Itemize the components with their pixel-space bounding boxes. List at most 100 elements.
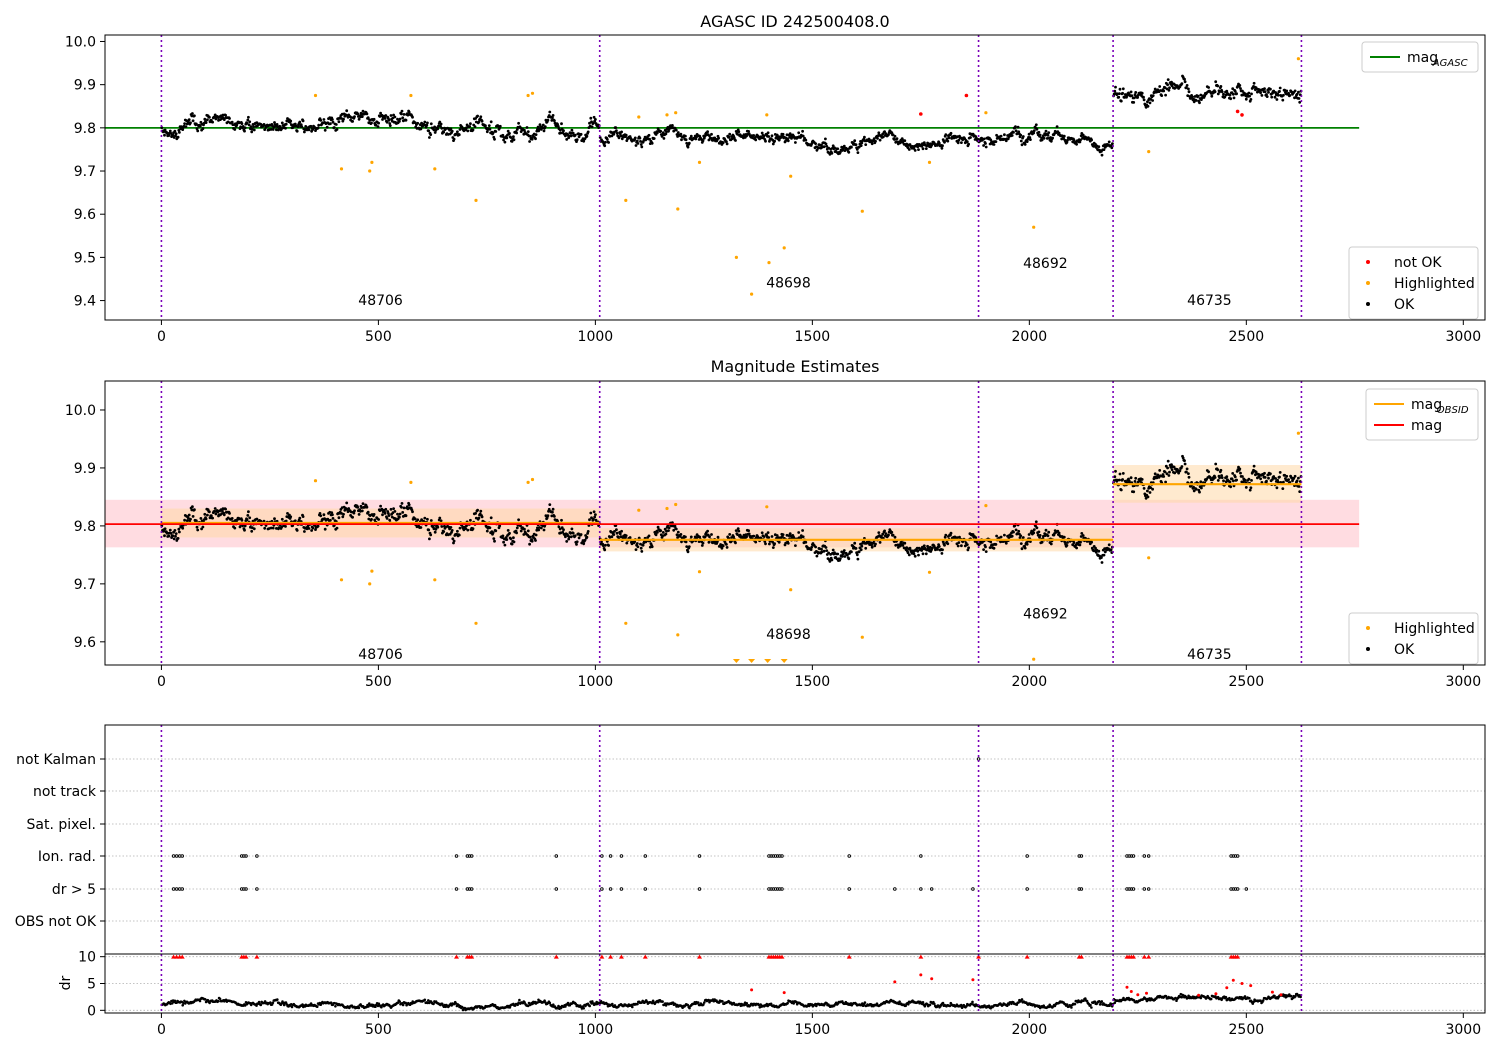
dr-ok-point — [1090, 1006, 1093, 1009]
ok-point — [228, 512, 231, 515]
highlighted-point — [1147, 556, 1151, 560]
ok-point — [515, 531, 518, 535]
ok-point — [650, 545, 654, 549]
ok-point — [423, 516, 427, 520]
ok-point — [271, 128, 275, 131]
ok-point — [498, 524, 502, 528]
highlighted-point — [676, 207, 680, 211]
highlighted-point — [984, 111, 988, 115]
ok-point — [389, 507, 393, 511]
dr-ok-point — [548, 1001, 552, 1005]
ok-point — [1194, 99, 1198, 102]
ok-point — [912, 552, 916, 556]
ok-point — [708, 535, 711, 539]
ok-point — [747, 130, 750, 133]
ok-point — [275, 123, 279, 126]
ok-point — [836, 147, 840, 151]
ok-point — [984, 550, 988, 553]
ok-point — [784, 541, 788, 545]
ok-point — [1199, 93, 1203, 97]
ok-point — [1021, 135, 1025, 138]
ok-point — [728, 533, 732, 536]
ok-point — [615, 129, 618, 133]
highlighted-point — [860, 635, 864, 639]
ok-point — [944, 133, 948, 137]
ok-point — [553, 515, 556, 518]
ok-point — [1051, 136, 1054, 140]
ok-point — [301, 119, 305, 123]
ok-point — [1172, 465, 1176, 469]
ok-point — [592, 517, 595, 521]
ok-point — [401, 511, 405, 514]
ok-point — [1129, 90, 1133, 94]
ok-point — [551, 116, 554, 119]
highlighted-point — [789, 174, 793, 178]
ok-point — [1107, 140, 1111, 144]
ok-point — [1032, 528, 1036, 531]
ok-point — [1248, 488, 1252, 492]
ok-point — [672, 528, 676, 532]
ok-point — [982, 548, 985, 551]
ok-point — [250, 130, 254, 134]
ok-point — [411, 115, 414, 119]
ok-point — [1276, 93, 1280, 97]
ok-point — [777, 540, 781, 544]
ok-point — [1136, 96, 1139, 99]
ok-point — [1119, 99, 1123, 103]
ok-point — [838, 557, 842, 560]
ok-point — [498, 124, 502, 128]
ok-point — [366, 510, 370, 514]
ok-point — [770, 134, 774, 138]
ok-point — [1149, 486, 1152, 489]
ok-point — [509, 136, 513, 139]
ok-point — [206, 118, 209, 122]
ok-point — [374, 123, 378, 127]
ok-point — [204, 517, 208, 521]
ok-point — [679, 533, 683, 536]
ok-point — [794, 141, 797, 144]
dr-ok-point — [688, 1006, 691, 1010]
ok-point — [825, 144, 829, 148]
ok-point — [489, 516, 493, 520]
dr-ok-point — [1113, 1001, 1117, 1004]
ok-point — [1216, 479, 1220, 482]
ok-point — [519, 529, 523, 533]
obsid-label: 48698 — [766, 276, 811, 292]
ok-point — [628, 536, 632, 539]
ok-point — [1180, 82, 1184, 85]
ok-point — [1187, 472, 1190, 475]
ok-point — [764, 542, 767, 546]
ok-point — [573, 534, 577, 538]
ok-point — [271, 526, 275, 530]
ok-point — [943, 140, 946, 144]
ok-point — [921, 552, 925, 556]
ok-point — [322, 513, 326, 517]
highlighted-point — [674, 502, 678, 507]
ok-point — [429, 519, 433, 522]
ok-point — [777, 536, 780, 540]
ok-point — [822, 549, 826, 553]
ok-point — [402, 506, 406, 510]
ok-point — [381, 118, 384, 121]
ok-point — [720, 546, 724, 550]
ok-point — [961, 540, 965, 544]
ok-point — [493, 137, 496, 141]
dr-ok-point — [269, 1001, 272, 1004]
ok-point — [1046, 133, 1050, 137]
highlighted-point — [339, 578, 344, 582]
ok-point — [1263, 87, 1266, 91]
ok-point — [293, 519, 297, 523]
dr-ok-point — [661, 1000, 664, 1003]
ok-point — [941, 144, 944, 148]
ok-point — [995, 133, 998, 137]
flag-point — [255, 854, 259, 858]
ok-point — [456, 130, 459, 134]
ok-point — [487, 124, 491, 127]
ok-point — [562, 129, 565, 133]
ok-point — [1010, 134, 1014, 137]
ok-point — [187, 118, 191, 122]
ok-point — [727, 135, 731, 139]
ok-point — [1297, 476, 1300, 480]
ok-point — [528, 542, 531, 546]
